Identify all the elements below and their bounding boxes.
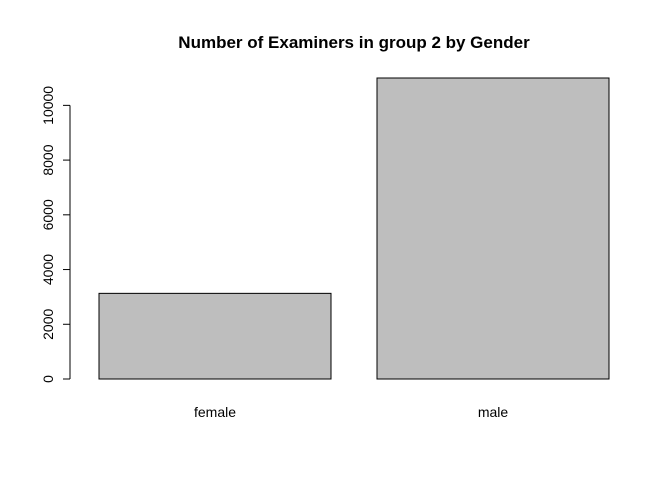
x-category-label: male	[478, 404, 509, 420]
y-tick-label: 2000	[40, 308, 56, 339]
x-axis-labels: female male	[194, 404, 508, 420]
y-tick-label: 8000	[40, 144, 56, 175]
bar-female	[98, 292, 332, 380]
x-category-label: female	[194, 404, 236, 420]
bar-male	[376, 77, 610, 380]
y-axis: 0 2000 4000 6000 8000 10000	[40, 86, 71, 383]
y-tick-label: 0	[40, 375, 56, 383]
y-tick-label: 4000	[40, 254, 56, 285]
chart-title: Number of Examiners in group 2 by Gender	[178, 33, 530, 52]
bars	[98, 77, 610, 380]
y-tick-label: 6000	[40, 199, 56, 230]
y-tick-label: 10000	[40, 86, 56, 125]
